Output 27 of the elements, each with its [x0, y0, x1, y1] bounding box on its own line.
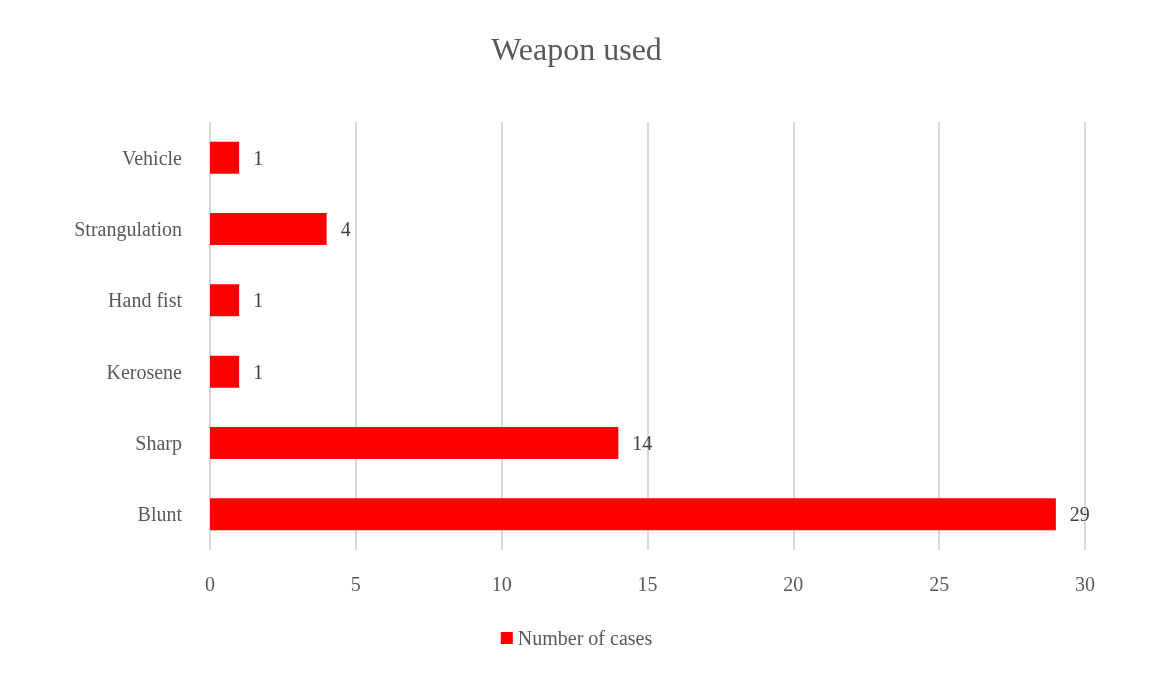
y-tick-label: Hand fist	[108, 289, 183, 312]
y-tick-label: Vehicle	[122, 146, 183, 169]
x-tick-label: 20	[783, 573, 804, 595]
x-tick-label: 15	[637, 573, 658, 595]
legend-label: Number of cases	[517, 627, 653, 649]
chart-title: Weapon used	[491, 31, 662, 67]
bar	[210, 498, 1056, 531]
data-label: 1	[253, 360, 264, 383]
data-label: 29	[1069, 503, 1090, 526]
x-tick-label: 25	[929, 573, 950, 595]
bar	[210, 427, 619, 459]
data-label: 14	[632, 432, 653, 454]
data-label: 4	[340, 218, 351, 240]
x-tick-label: 5	[350, 573, 361, 595]
x-tick-label: 0	[205, 573, 215, 595]
x-tick-label: 30	[1075, 573, 1095, 595]
bar	[210, 284, 240, 317]
x-tick-label: 10	[491, 573, 512, 595]
bar	[210, 141, 240, 174]
y-tick-label: Sharp	[135, 432, 182, 455]
y-tick-label: Kerosene	[106, 360, 183, 383]
data-label: 1	[253, 289, 264, 312]
bar	[210, 213, 327, 245]
data-label: 1	[253, 146, 264, 169]
bar	[210, 355, 240, 388]
y-tick-label: Blunt	[137, 503, 183, 526]
y-tick-label: Strangulation	[74, 218, 182, 241]
